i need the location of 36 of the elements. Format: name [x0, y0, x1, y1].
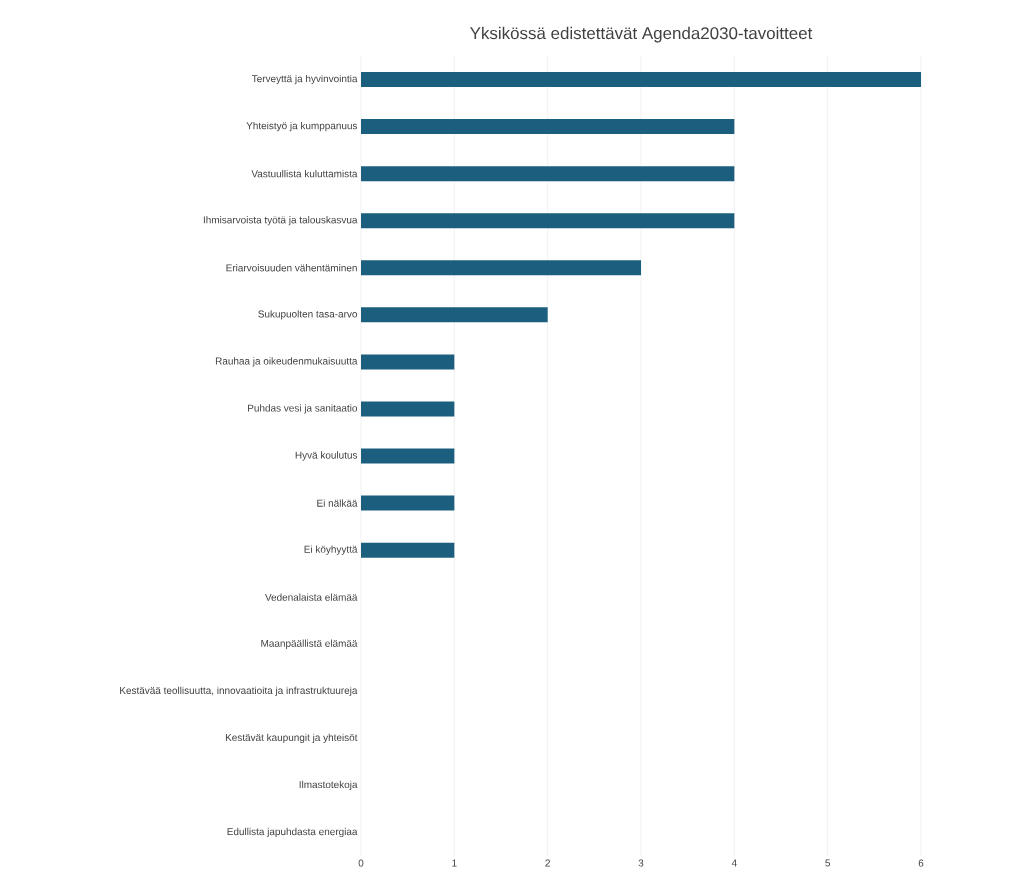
y-tick-label: Kestävää teollisuutta, innovaatioita ja infrastruktuureja — [120, 686, 358, 696]
y-tick-label: Hyvä koulutus — [295, 451, 358, 461]
y-tick-label: Puhdas vesi ja sanitaatio — [248, 404, 358, 414]
y-tick-label: Terveyttä ja hyvinvointia — [251, 74, 358, 85]
x-tick-label: 0 — [358, 859, 364, 867]
bar — [361, 260, 641, 276]
x-tick-label: 3 — [638, 859, 644, 867]
y-tick-label: Maanpäällistä elämää — [261, 639, 358, 649]
bar — [361, 401, 455, 417]
chart-title: Yksikössä edistettävät Agenda2030-tavoitteet — [470, 26, 813, 43]
y-tick-label: Eriarvoisuuden vähentäminen — [226, 264, 357, 272]
y-tick-label: Edullista japuhdasta energiaa — [227, 827, 358, 838]
x-tick-label: 2 — [545, 859, 550, 867]
y-tick-label: Vastuullista kuluttamista — [251, 169, 358, 178]
y-tick-label: Ilmastotekoja — [299, 780, 358, 791]
x-tick-label: 5 — [825, 859, 831, 867]
x-tick-label: 6 — [918, 859, 924, 867]
y-tick-label: Rauhaa ja oikeudenmukaisuutta — [215, 357, 358, 367]
bar — [361, 72, 922, 88]
bar — [361, 166, 735, 182]
y-tick-label: Vedenalaista elämää — [265, 593, 358, 601]
y-tick-label: Ei köyhyyttä — [304, 545, 358, 555]
bar — [361, 213, 735, 229]
y-tick-label: Kestävät kaupungit ja yhteisöt — [225, 733, 358, 743]
bar — [361, 354, 455, 370]
bar — [361, 307, 548, 323]
x-tick-label: 4 — [731, 859, 737, 867]
bar — [361, 542, 455, 558]
bar — [361, 119, 735, 135]
x-tick-label: 1 — [452, 859, 457, 867]
y-tick-label: Yhteistyö ja kumppanuus — [246, 121, 358, 132]
y-tick-label: Ihmisarvoista työtä ja talouskasvua — [203, 216, 358, 226]
y-tick-label: Ei nälkää — [317, 499, 358, 507]
bar — [361, 448, 455, 464]
bar — [361, 495, 455, 511]
y-tick-label: Sukupuolten tasa-arvo — [258, 310, 358, 320]
